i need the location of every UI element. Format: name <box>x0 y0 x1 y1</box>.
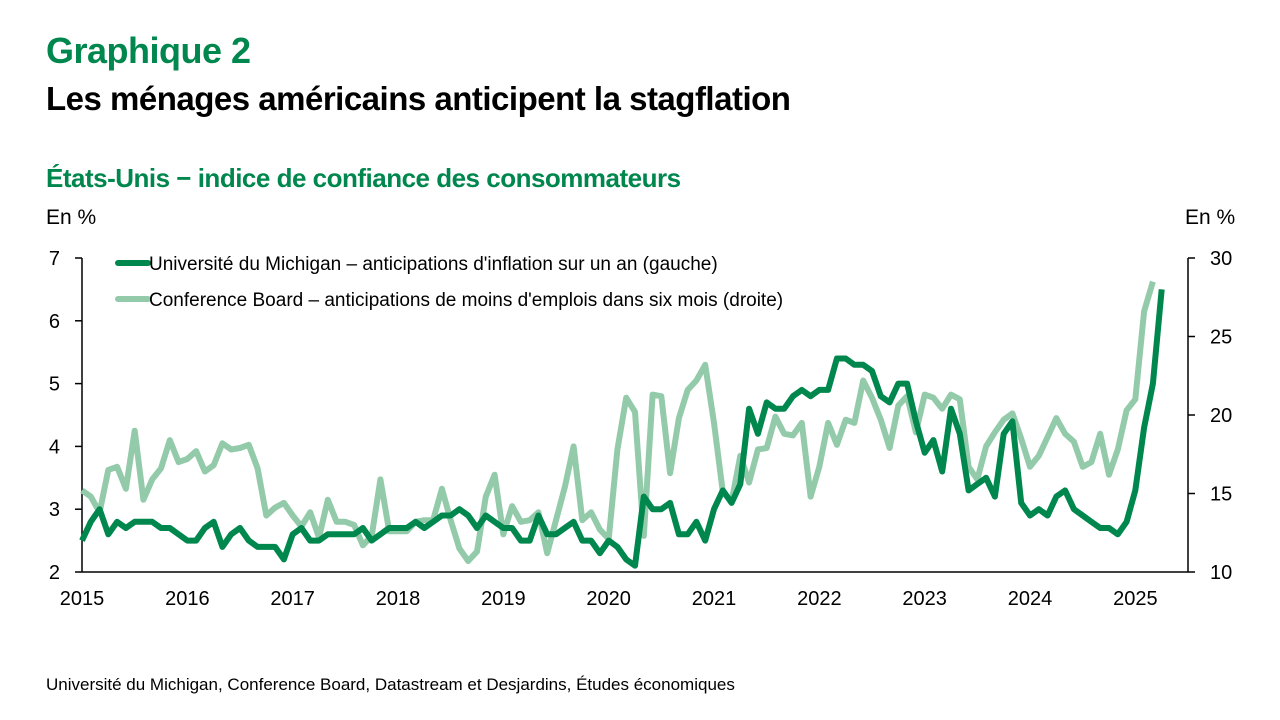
legend-label-conference-board: Conference Board – anticipations de moin… <box>149 290 783 311</box>
y-left-tick-label: 5 <box>49 374 60 396</box>
y-right-tick-label: 20 <box>1210 405 1232 427</box>
y-right-tick-label: 25 <box>1210 327 1232 349</box>
y-left-tick-label: 7 <box>49 248 60 270</box>
x-tick-label: 2025 <box>1113 588 1158 610</box>
legend-label-michigan: Université du Michigan – anticipations d… <box>149 254 718 275</box>
y-left-tick-label: 2 <box>49 562 60 584</box>
series-layer <box>79 280 1165 569</box>
y-left-tick-label: 6 <box>49 311 60 333</box>
x-tick-label: 2017 <box>270 588 315 610</box>
y-right-tick-label: 15 <box>1210 484 1232 506</box>
x-tick-label: 2022 <box>797 588 842 610</box>
y-axis-right-label: En % <box>1185 206 1236 229</box>
chart-subtitle: États-Unis − indice de confiance des con… <box>46 163 681 193</box>
x-tick-label: 2019 <box>481 588 526 610</box>
x-tick-label: 2023 <box>902 588 947 610</box>
x-tick-label: 2021 <box>692 588 737 610</box>
x-tick-label: 2020 <box>586 588 631 610</box>
source-note: Université du Michigan, Conference Board… <box>46 675 735 694</box>
y-axis-left-label: En % <box>46 206 97 229</box>
x-tick-label: 2015 <box>60 588 105 610</box>
x-tick-label: 2018 <box>376 588 421 610</box>
legend: Université du Michigan – anticipations d… <box>115 254 783 311</box>
chart-kicker: Graphique 2 <box>46 30 251 71</box>
y-right-tick-label: 30 <box>1210 248 1232 270</box>
y-left-tick-label: 4 <box>49 436 60 458</box>
x-tick-label: 2024 <box>1008 588 1053 610</box>
chart-title: Les ménages américains anticipent la sta… <box>46 80 791 117</box>
y-left-tick-label: 3 <box>49 499 60 521</box>
series-line-conference-board <box>80 280 1156 564</box>
y-right-tick-label: 10 <box>1210 562 1232 584</box>
x-tick-label: 2016 <box>165 588 210 610</box>
series-line-michigan <box>79 289 1165 569</box>
